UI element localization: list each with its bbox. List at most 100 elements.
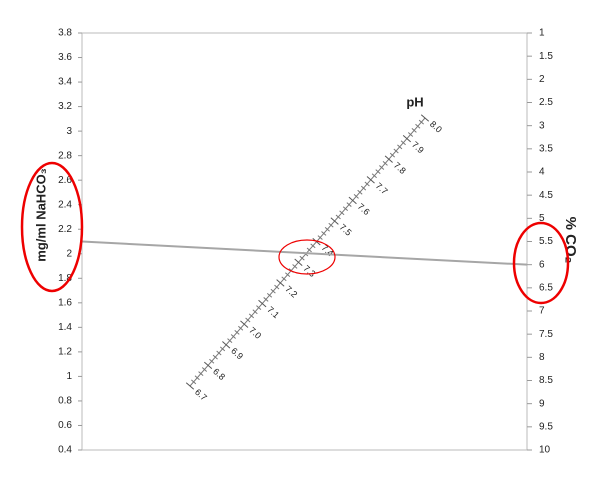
ph-minor-tick [346,202,352,207]
y-tick-label: 1.2 [58,347,72,358]
ph-minor-tick [364,181,370,187]
y-tick-label: 0.4 [58,445,72,456]
ph-tick [258,299,267,308]
ph-minor-tick [212,354,218,360]
y2-tick-label: 4 [539,167,545,178]
y-tick-label: 2.8 [58,150,72,161]
y2-axis-title: % CO₂ [562,217,579,264]
ph-minor-tick [285,272,291,278]
ph-tick [203,361,213,370]
y-tick-label: 3.2 [58,101,72,112]
y-tick-label: 1 [66,371,72,382]
ph-minor-tick [310,243,316,249]
plot-frame [81,32,528,451]
ph-minor-tick [292,264,298,269]
ph-tick-label: 7.6 [356,201,372,217]
ph-tick [366,176,375,184]
ph-minor-tick [219,346,226,352]
y-tick-label: 0.8 [58,396,72,407]
y-tick-label: 1.4 [58,322,72,333]
y2-tick-label: 9 [539,398,545,409]
ph-tick-label: 7.5 [338,222,354,238]
ph-minor-tick [324,226,330,232]
y2-tick-label: 8 [539,352,545,363]
y2-tick-label: 5 [539,213,545,224]
ph-minor-tick [375,169,381,174]
ph-minor-tick [321,231,327,236]
ph-tick [348,196,357,205]
ph-minor-tick [201,367,208,372]
ph-minor-tick [342,206,349,212]
ph-tick [276,279,285,287]
ph-minor-tick [415,123,421,129]
ph-minor-tick [263,297,269,302]
ph-minor-tick [400,140,406,146]
y2-tick-label: 3 [539,120,545,131]
ph-tick-label: 7.3 [301,263,317,279]
ph-tick-label: 7.7 [374,181,390,197]
ph-tick-label: 8.0 [428,119,444,135]
ph-tick [330,217,339,225]
ph-minor-tick [216,350,222,356]
ph-minor-tick [227,338,233,343]
ph-minor-tick [353,193,359,199]
y2-tick-label: 8.5 [539,375,553,386]
highlight [20,161,84,293]
ph-minor-tick [360,185,367,191]
ph-tick-label: 6.8 [211,366,227,382]
ph-minor-tick [357,189,363,195]
ph-minor-tick [389,152,396,158]
ph-minor-tick [245,317,251,323]
ph-minor-tick [306,247,312,253]
ph-minor-tick [234,330,240,335]
y2-tick-label: 5.5 [539,236,553,247]
ph-minor-tick [230,334,236,339]
y2-tick-label: 6 [539,259,545,270]
y2-tick-label: 2 [539,74,545,85]
y-tick-label: 2.2 [58,224,72,235]
y-axis-title: mg/ml NaHCO₃ [33,168,48,261]
ph-minor-tick [191,379,197,385]
ph-tick [240,320,249,328]
ph-minor-tick [379,165,385,170]
ph-minor-tick [407,132,414,137]
ph-minor-tick [266,292,273,298]
ph-tick [185,382,195,390]
y2-tick-label: 9.5 [539,421,553,432]
ph-minor-tick [299,255,305,261]
ph-minor-tick [270,288,276,294]
ph-tick [312,238,321,246]
y2-tick-label: 6.5 [539,282,553,293]
ph-minor-tick [248,313,255,319]
ph-minor-tick [252,309,258,315]
y2-tick-label: 1 [539,28,545,39]
ph-tick [294,258,303,266]
ph-tick-label: 7.0 [247,325,263,341]
ph-tick-label: 6.9 [229,346,245,362]
ph-tick-label: 7.9 [410,139,426,155]
y-tick-label: 3 [66,126,72,137]
highlight [278,239,336,275]
y2-tick-label: 3.5 [539,143,553,154]
y-tick-label: 0.6 [58,420,72,431]
ph-tick [384,155,393,163]
ph-minor-tick [393,148,399,154]
y2-tick-label: 7.5 [539,329,553,340]
ph-minor-tick [371,173,377,179]
ph-minor-tick [256,305,262,311]
ph-minor-tick [274,284,280,290]
ph-minor-tick [328,222,334,228]
y2-tick-label: 1.5 [539,51,553,62]
ph-tick-label: 7.8 [392,160,408,176]
ph-minor-tick [382,161,388,166]
ph-minor-tick [317,235,323,240]
ph-minor-tick [397,144,403,150]
ph-minor-tick [198,371,204,376]
y2-tick-label: 4.5 [539,190,553,201]
y-tick-label: 2.4 [58,199,72,210]
ph-tick [222,341,231,349]
y-tick-label: 3.8 [58,28,72,39]
ph-minor-tick [335,214,341,220]
y-tick-label: 2 [66,248,72,259]
